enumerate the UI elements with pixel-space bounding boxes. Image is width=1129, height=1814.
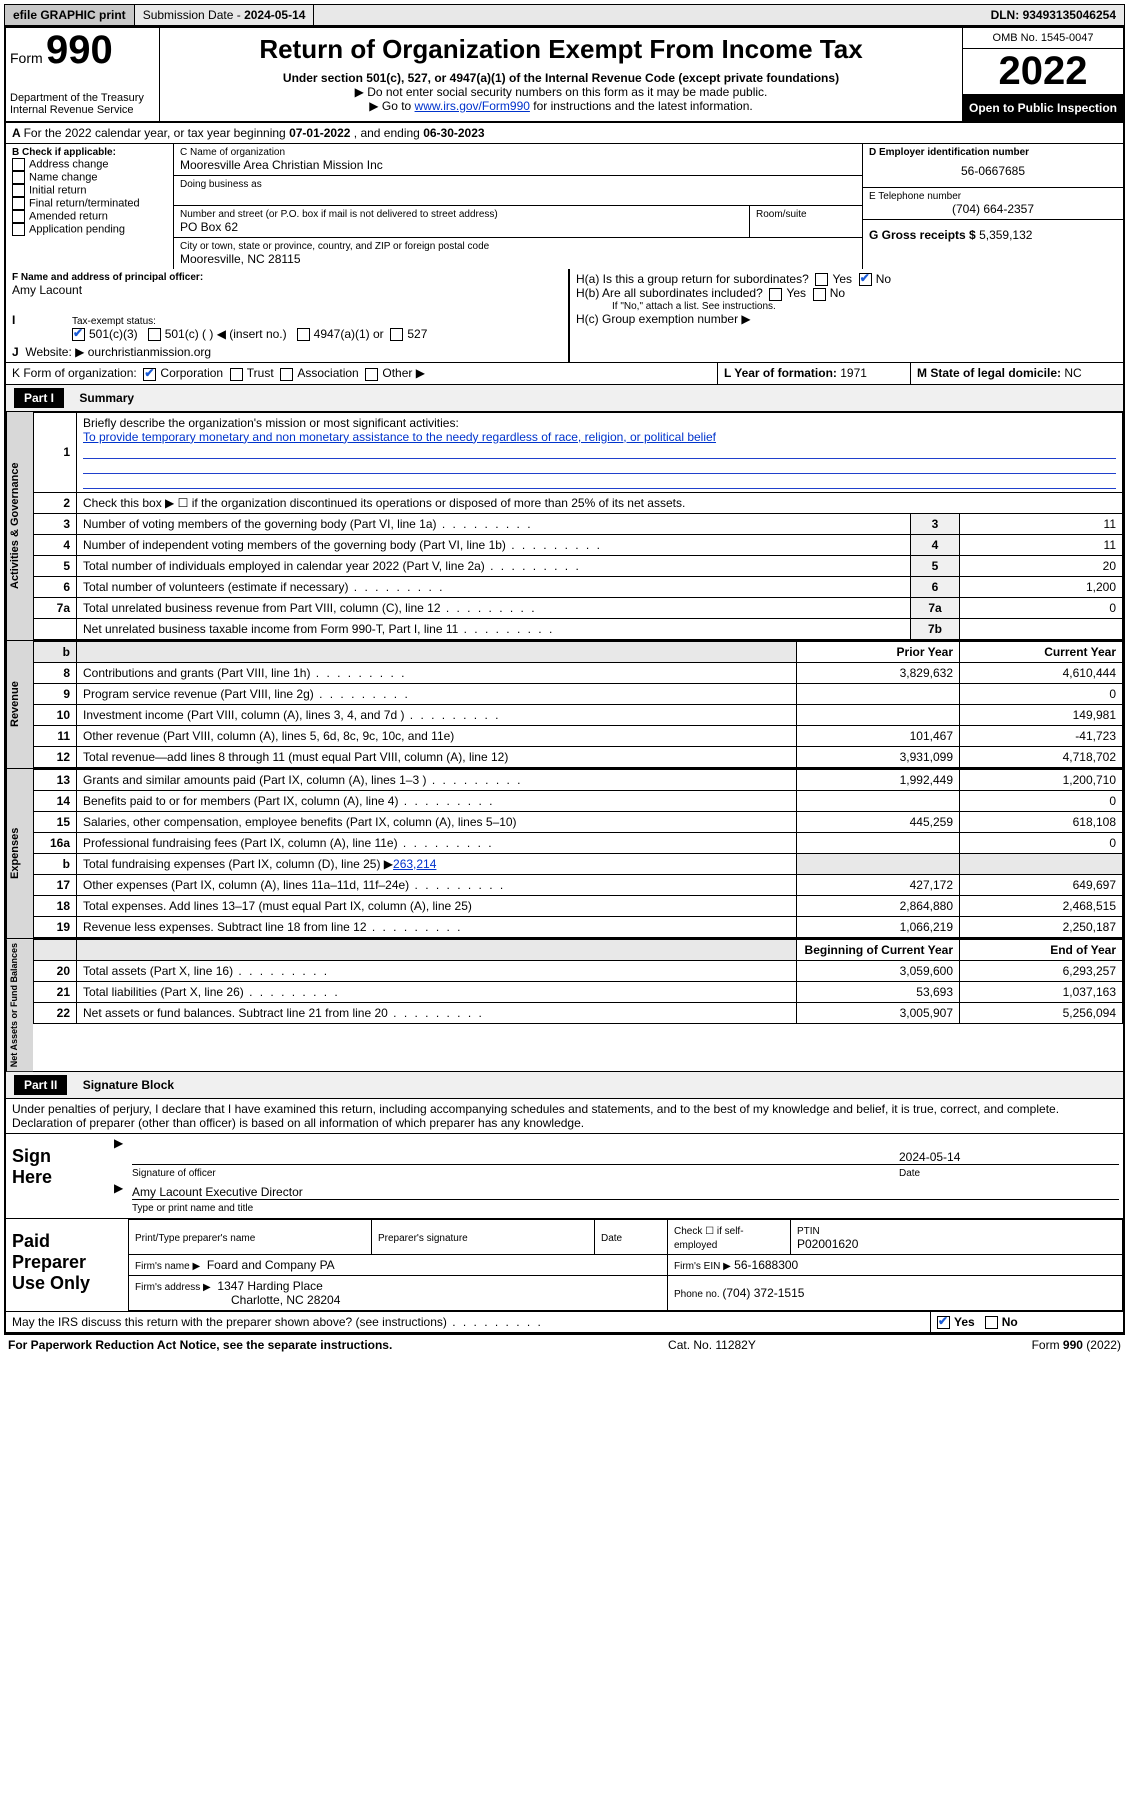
chk-501c[interactable] (148, 328, 161, 341)
vtab-expenses: Expenses (6, 769, 33, 938)
expenses-section: Expenses 13Grants and similar amounts pa… (6, 769, 1123, 939)
v-line5: 20 (960, 555, 1123, 576)
org-address-street: PO Box 62 (180, 220, 743, 234)
chk-assoc[interactable] (280, 368, 293, 381)
mission-text: To provide temporary monetary and non mo… (83, 430, 716, 444)
v-line4: 11 (960, 534, 1123, 555)
line-a: A For the 2022 calendar year, or tax yea… (6, 123, 1123, 144)
state-domicile: NC (1064, 366, 1081, 380)
box-c: C Name of organization Mooresville Area … (174, 144, 863, 269)
form-header: Form 990 Department of the Treasury Inte… (6, 28, 1123, 123)
form-title-block: Return of Organization Exempt From Incom… (160, 28, 962, 121)
org-address-city: Mooresville, NC 28115 (180, 252, 856, 266)
principal-officer: Amy Lacount (12, 283, 562, 297)
sign-here-label: Sign Here (6, 1134, 98, 1218)
instructions-link-line: Go to www.irs.gov/Form990 for instructio… (168, 99, 954, 113)
box-b: B Check if applicable: Address change Na… (6, 144, 174, 269)
perjury-declaration: Under penalties of perjury, I declare th… (6, 1099, 1123, 1134)
activities-governance: Activities & Governance 1 Briefly descri… (6, 412, 1123, 641)
firm-address1: 1347 Harding Place (217, 1279, 322, 1293)
chk-initial-return[interactable] (12, 184, 25, 197)
v-line6: 1,200 (960, 576, 1123, 597)
form-subtitle: Under section 501(c), 527, or 4947(a)(1)… (168, 71, 954, 85)
vtab-governance: Activities & Governance (6, 412, 33, 640)
v-line7b (960, 618, 1123, 639)
page-footer: For Paperwork Reduction Act Notice, see … (4, 1335, 1125, 1355)
chk-ha-no[interactable] (859, 273, 872, 286)
vtab-revenue: Revenue (6, 641, 33, 768)
discuss-row: May the IRS discuss this return with the… (6, 1312, 1123, 1333)
net-assets-section: Net Assets or Fund Balances Beginning of… (6, 939, 1123, 1072)
ein: 56-0667685 (869, 158, 1117, 184)
officer-name-title: Amy Lacount Executive Director (132, 1185, 303, 1199)
submission-date: Submission Date - 2024-05-14 (135, 5, 315, 25)
instructions-link[interactable]: www.irs.gov/Form990 (415, 99, 530, 113)
pra-notice: For Paperwork Reduction Act Notice, see … (8, 1338, 392, 1352)
chk-amended-return[interactable] (12, 210, 25, 223)
part-ii-header: Part II Signature Block (6, 1072, 1123, 1099)
efile-print-button[interactable]: efile GRAPHIC print (5, 5, 135, 25)
firm-ein: 56-1688300 (734, 1258, 798, 1272)
box-h: H(a) Is this a group return for subordin… (569, 269, 1123, 362)
paid-preparer-label: Paid Preparer Use Only (6, 1219, 128, 1311)
firm-address2: Charlotte, NC 28204 (231, 1293, 340, 1307)
chk-trust[interactable] (230, 368, 243, 381)
chk-other[interactable] (365, 368, 378, 381)
v-line7a: 0 (960, 597, 1123, 618)
chk-501c3[interactable] (72, 328, 85, 341)
form-number: 990 (46, 28, 113, 72)
sign-here-block: Sign Here Signature of officer 2024-05-1… (6, 1134, 1123, 1219)
chk-discuss-no[interactable] (985, 1316, 998, 1329)
dept-treasury: Department of the Treasury Internal Reve… (10, 92, 155, 116)
chk-hb-yes[interactable] (769, 288, 782, 301)
firm-phone: (704) 372-1515 (722, 1286, 804, 1300)
chk-ha-yes[interactable] (815, 273, 828, 286)
form-container: Form 990 Department of the Treasury Inte… (4, 26, 1125, 1335)
form-id-block: Form 990 Department of the Treasury Inte… (6, 28, 160, 121)
gross-receipts: 5,359,132 (979, 228, 1032, 242)
chk-527[interactable] (390, 328, 403, 341)
chk-address-change[interactable] (12, 158, 25, 171)
tax-year: 2022 (963, 49, 1123, 95)
year-formation: 1971 (840, 366, 867, 380)
entity-block: B Check if applicable: Address change Na… (6, 144, 1123, 269)
website: ourchristianmission.org (88, 345, 211, 359)
telephone: (704) 664-2357 (869, 202, 1117, 216)
form-title: Return of Organization Exempt From Incom… (168, 34, 954, 65)
form-year-block: OMB No. 1545-0047 2022 Open to Public In… (962, 28, 1123, 121)
vtab-net-assets: Net Assets or Fund Balances (6, 939, 33, 1071)
revenue-section: Revenue bPrior YearCurrent Year 8Contrib… (6, 641, 1123, 769)
dln: DLN: 93493135046254 (983, 5, 1124, 25)
firm-name: Foard and Company PA (207, 1258, 335, 1272)
form-word: Form (10, 50, 43, 66)
chk-application-pending[interactable] (12, 223, 25, 236)
catalog-number: Cat. No. 11282Y (668, 1338, 756, 1352)
chk-name-change[interactable] (12, 171, 25, 184)
klm-row: K Form of organization: Corporation Trus… (6, 363, 1123, 384)
omb-number: OMB No. 1545-0047 (963, 28, 1123, 49)
v-line3: 11 (960, 513, 1123, 534)
part-i-header: Part I Summary (6, 385, 1123, 412)
paid-preparer-block: Paid Preparer Use Only Print/Type prepar… (6, 1219, 1123, 1312)
fhi-row: F Name and address of principal officer:… (6, 269, 1123, 363)
form-footer: Form 990 (2022) (1032, 1338, 1121, 1352)
chk-hb-no[interactable] (813, 288, 826, 301)
chk-discuss-yes[interactable] (937, 1316, 950, 1329)
toolbar-spacer (314, 12, 982, 18)
preparer-ptin: P02001620 (797, 1237, 858, 1251)
chk-final-return[interactable] (12, 197, 25, 210)
org-name: Mooresville Area Christian Mission Inc (180, 158, 856, 172)
chk-corp[interactable] (143, 368, 156, 381)
ssn-note: Do not enter social security numbers on … (168, 85, 954, 99)
tax-year-span: A For the 2022 calendar year, or tax yea… (6, 123, 1123, 143)
open-to-public: Open to Public Inspection (963, 95, 1123, 121)
box-deg: D Employer identification number 56-0667… (863, 144, 1123, 269)
top-toolbar: efile GRAPHIC print Submission Date - 20… (4, 4, 1125, 26)
chk-4947[interactable] (297, 328, 310, 341)
